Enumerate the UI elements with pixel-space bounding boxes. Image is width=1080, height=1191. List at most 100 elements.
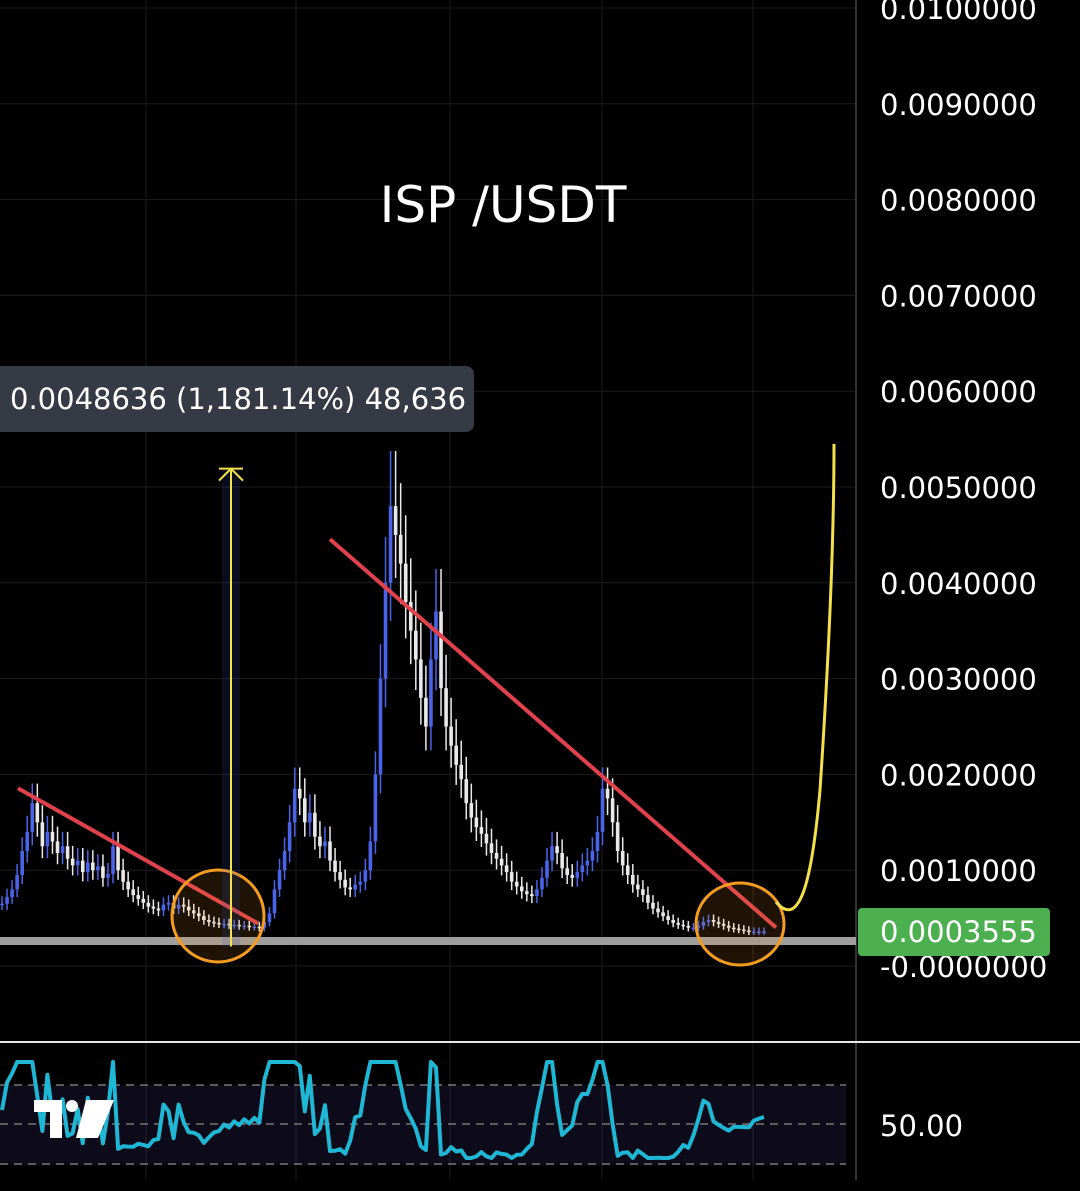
projection-curve bbox=[774, 443, 836, 912]
candle-body bbox=[383, 582, 388, 679]
candle-body bbox=[479, 827, 484, 834]
candle-body bbox=[641, 889, 645, 896]
candle-body bbox=[287, 822, 292, 852]
candle-body bbox=[222, 923, 226, 926]
candle-body bbox=[358, 881, 363, 885]
candle-body bbox=[186, 906, 191, 911]
candle-body bbox=[681, 924, 686, 927]
grid bbox=[0, 0, 857, 1180]
highlight-circle-left bbox=[170, 868, 266, 964]
candle-body bbox=[716, 921, 721, 924]
candle-body bbox=[504, 865, 509, 873]
candle-body bbox=[35, 803, 40, 823]
price-tick-label: 0.0090000 bbox=[880, 88, 1037, 122]
candle-body bbox=[388, 506, 393, 583]
pair-title: ISP /USDT bbox=[380, 176, 627, 234]
candle-body bbox=[282, 851, 287, 871]
candle-body bbox=[661, 912, 665, 917]
candle-body bbox=[434, 611, 438, 660]
candle-body bbox=[535, 889, 539, 897]
candle-body bbox=[595, 831, 600, 852]
candle-body bbox=[292, 788, 297, 823]
candle-body bbox=[429, 659, 433, 727]
candle-body bbox=[191, 910, 196, 914]
candle-body bbox=[474, 817, 479, 828]
candle-body bbox=[600, 788, 605, 832]
candle-body bbox=[111, 846, 115, 875]
candle-body bbox=[151, 906, 156, 909]
candle-body bbox=[419, 659, 423, 698]
candle-body bbox=[55, 841, 60, 853]
candle-body bbox=[726, 925, 731, 928]
candle-body bbox=[60, 846, 65, 853]
oscillator-line bbox=[0, 1060, 765, 1160]
candle-body bbox=[555, 846, 559, 853]
candle-body bbox=[610, 798, 615, 823]
candle-body bbox=[514, 881, 519, 887]
candle-body bbox=[197, 913, 201, 917]
candle-body bbox=[449, 726, 453, 746]
candle-body bbox=[605, 788, 610, 799]
candle-body bbox=[656, 908, 660, 913]
candle-body bbox=[20, 851, 24, 875]
candle-body bbox=[530, 894, 534, 897]
candle-body bbox=[131, 889, 136, 896]
trendline-right bbox=[328, 537, 778, 929]
candle-body bbox=[25, 831, 30, 852]
candle-body bbox=[10, 889, 14, 898]
trendline-left bbox=[17, 786, 259, 926]
price-tick-label: 0.0020000 bbox=[880, 758, 1037, 792]
candle-body bbox=[565, 868, 569, 875]
candle-body bbox=[570, 874, 575, 878]
highlight-circle-right bbox=[694, 881, 786, 967]
candle-body bbox=[166, 902, 171, 905]
candle-body bbox=[368, 841, 373, 871]
current-price-badge[interactable]: 0.0003555 bbox=[858, 908, 1050, 956]
candle-body bbox=[585, 860, 590, 866]
candle-body bbox=[126, 881, 130, 890]
candle-body bbox=[252, 926, 257, 929]
candle-body bbox=[65, 846, 70, 859]
candle-body bbox=[499, 858, 504, 866]
candle-body bbox=[378, 678, 383, 775]
candle-body bbox=[161, 904, 166, 911]
candles bbox=[0, 450, 766, 935]
candle-body bbox=[323, 841, 327, 847]
candle-body bbox=[540, 877, 544, 890]
price-tick-label: 0.0010000 bbox=[880, 854, 1037, 888]
candle-body bbox=[736, 928, 741, 931]
candle-body bbox=[85, 862, 90, 873]
candle-body bbox=[106, 874, 110, 878]
candle-body bbox=[747, 930, 751, 933]
candle-body bbox=[671, 920, 675, 923]
candle-body bbox=[176, 904, 181, 909]
candle-body bbox=[454, 745, 458, 765]
candle-body bbox=[408, 601, 413, 631]
candle-body bbox=[711, 920, 716, 922]
candle-body bbox=[207, 920, 211, 922]
candle-body bbox=[696, 925, 701, 928]
candle-body bbox=[636, 884, 640, 890]
candle-body bbox=[625, 865, 630, 875]
candle-body bbox=[403, 563, 408, 602]
candle-body bbox=[50, 831, 55, 842]
candle-body bbox=[706, 920, 711, 922]
candle-body bbox=[237, 924, 241, 927]
candle-body bbox=[338, 872, 342, 880]
candle-body bbox=[731, 927, 736, 930]
candle-body bbox=[242, 925, 247, 928]
price-axis: 0.0100000 0.0090000 0.0080000 0.0070000 0.00… bbox=[880, 0, 1047, 984]
candle-body bbox=[373, 774, 378, 842]
candle-body bbox=[620, 851, 625, 866]
candle-body bbox=[328, 841, 332, 861]
candle-body bbox=[762, 931, 766, 934]
candle-body bbox=[116, 846, 120, 871]
candle-body bbox=[141, 898, 146, 903]
candle-body bbox=[308, 812, 312, 823]
candle-body bbox=[212, 921, 216, 924]
candle-body bbox=[560, 852, 564, 869]
current-price-label: 0.0003555 bbox=[880, 915, 1037, 949]
candle-body bbox=[297, 788, 302, 799]
candle-body bbox=[519, 886, 524, 892]
